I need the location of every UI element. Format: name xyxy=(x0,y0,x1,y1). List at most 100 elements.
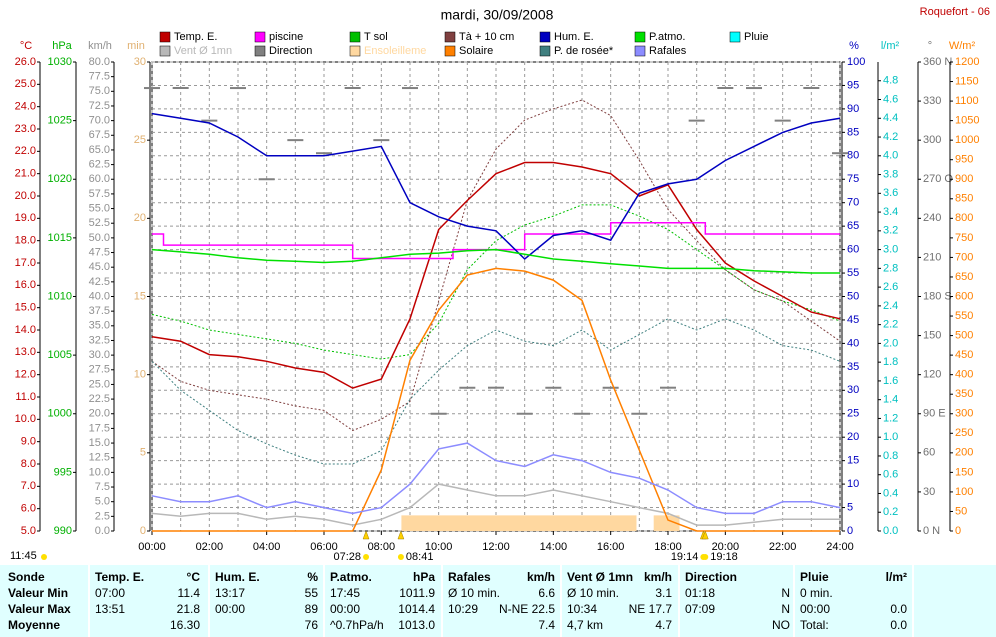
cell: 4.7 xyxy=(655,618,672,632)
series-line xyxy=(151,442,841,515)
cell: 1014.4 xyxy=(398,602,435,616)
cell: l/m² xyxy=(885,570,907,584)
cell: 13:51 xyxy=(95,602,126,616)
x-tick-label: 04:00 xyxy=(253,541,281,553)
cell: Rafales xyxy=(448,570,491,584)
cell: N xyxy=(781,602,790,616)
y-tick-label: 70.0 xyxy=(89,115,110,127)
y-tick-label: 25 xyxy=(847,408,859,420)
y-tick-label: 600 xyxy=(955,290,973,302)
y-tick-label: 55 xyxy=(847,267,859,279)
y-tick-label: 1200 xyxy=(955,56,979,68)
legend-label: Vent Ø 1mn xyxy=(174,45,232,57)
y-tick-label: 20.0 xyxy=(89,408,110,420)
y-tick-label: 3.6 xyxy=(883,187,898,199)
cell: N-NE 22.5 xyxy=(498,602,555,616)
y-tick-label: 2.4 xyxy=(883,300,898,312)
y-tick-label: 2.5 xyxy=(95,510,110,522)
sun-time: 07:28 xyxy=(334,551,362,563)
series-line xyxy=(401,515,680,531)
axis-unit: °C xyxy=(20,40,32,52)
y-tick-label: 60 xyxy=(923,447,935,459)
series-line xyxy=(151,161,841,389)
y-tick-label: 35 xyxy=(847,361,859,373)
y-tick-label: 4.0 xyxy=(883,150,898,162)
chart-title: mardi, 30/09/2008 xyxy=(441,7,554,23)
series-line xyxy=(152,267,840,532)
y-tick-label: 16.0 xyxy=(15,279,36,291)
y-tick-label: 12.5 xyxy=(89,452,110,464)
y-tick-label: 9.0 xyxy=(21,436,36,448)
cell: 11.4 xyxy=(177,586,200,600)
y-tick-label: 14.0 xyxy=(15,324,36,336)
y-tick-label: 120 xyxy=(923,369,941,381)
y-tick-label: 17.5 xyxy=(89,422,110,434)
axis-unit: l/m² xyxy=(881,40,900,52)
cell: 00:00 xyxy=(800,602,831,616)
legend-swatch xyxy=(634,45,646,57)
y-tick-label: 23.0 xyxy=(15,123,36,135)
y-tick-label: 350 xyxy=(955,388,973,400)
y-tick-label: 500 xyxy=(955,329,973,341)
axis-unit: % xyxy=(849,40,859,52)
y-tick-label: 0.2 xyxy=(883,506,898,518)
y-tick-label: 57.5 xyxy=(89,188,110,200)
axis-unit: hPa xyxy=(52,40,72,52)
cell: 89 xyxy=(304,602,318,616)
cell: 3.1 xyxy=(655,586,672,600)
legend-label: Ensoleilleme xyxy=(364,45,426,57)
y-tick-label: 30.0 xyxy=(89,349,110,361)
y-tick-label: 4.6 xyxy=(883,93,898,105)
cell: 4,7 km xyxy=(567,618,604,632)
y-tick-label: 10.0 xyxy=(89,466,110,478)
y-tick-label: 15 xyxy=(847,455,859,467)
cell: Direction xyxy=(685,570,738,584)
y-tick-label: 10 xyxy=(134,369,146,381)
y-tick-label: 47.5 xyxy=(89,246,110,258)
separator xyxy=(560,565,562,637)
legend-label: Direction xyxy=(269,45,312,57)
station: Roquefort - 06 xyxy=(920,6,990,18)
y-tick-label: 5 xyxy=(140,447,146,459)
y-tick-label: 990 xyxy=(54,525,72,537)
y-tick-label: 330 xyxy=(923,95,941,107)
y-tick-label: 150 xyxy=(955,466,973,478)
y-tick-label: 18.0 xyxy=(15,235,36,247)
separator xyxy=(912,565,914,637)
y-tick-label: 2.0 xyxy=(883,337,898,349)
x-tick-label: 08:00 xyxy=(368,541,396,553)
legend-label: Tà + 10 cm xyxy=(459,31,514,43)
y-tick-label: 550 xyxy=(955,310,973,322)
y-tick-label: 12.0 xyxy=(15,369,36,381)
cell: 21.8 xyxy=(176,602,200,616)
y-tick-label: 60 xyxy=(847,244,859,256)
legend-swatch xyxy=(729,31,741,43)
y-tick-label: 1.4 xyxy=(883,394,898,406)
y-tick-label: 1005 xyxy=(48,349,72,361)
cell: 1013.0 xyxy=(398,618,435,632)
cell: Vent Ø 1mn xyxy=(567,570,634,584)
y-tick-label: 11.0 xyxy=(15,391,36,403)
y-tick-label: 200 xyxy=(955,447,973,459)
x-tick-label: 22:00 xyxy=(769,541,797,553)
y-tick-label: 37.5 xyxy=(89,305,110,317)
y-tick-label: 52.5 xyxy=(89,217,110,229)
y-tick-label: 100 xyxy=(847,56,865,68)
y-tick-label: 8.0 xyxy=(21,458,36,470)
day-length: 11:45 xyxy=(10,550,37,562)
legend-swatch xyxy=(539,31,551,43)
y-tick-label: 650 xyxy=(955,271,973,283)
y-tick-label: 270 O xyxy=(923,173,953,185)
y-tick-label: 30 xyxy=(134,56,146,68)
y-tick-label: 3.4 xyxy=(883,206,898,218)
y-tick-label: 72.5 xyxy=(89,100,110,112)
separator xyxy=(88,565,90,637)
y-tick-label: 240 xyxy=(923,212,941,224)
axis-unit: km/h xyxy=(88,40,112,52)
cell: 7.4 xyxy=(538,618,555,632)
cell: 6.6 xyxy=(538,586,555,600)
cell: NO xyxy=(772,618,790,632)
legend-label: Rafales xyxy=(649,45,687,57)
legend-swatch xyxy=(159,45,171,57)
y-tick-label: 26.0 xyxy=(15,56,36,68)
